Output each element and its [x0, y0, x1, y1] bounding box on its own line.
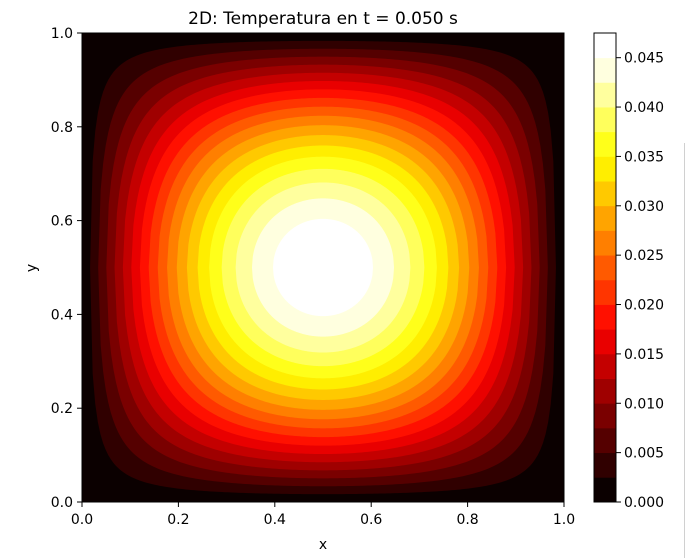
colorbar-segment	[594, 131, 616, 157]
colorbar-segment	[594, 279, 616, 305]
colorbar: 0.000 0.005 0.010 0.015 0.020 0.025 0.030 0.035…	[593, 32, 664, 511]
colorbar-segment	[594, 452, 616, 478]
y-axis-label: y	[24, 264, 40, 272]
colorbar-segment	[594, 353, 616, 379]
x-axis: 0.0 0.2 0.4 0.6 0.8 1.0	[71, 502, 575, 528]
x-axis-label: x	[319, 537, 327, 553]
y-axis: 0.0 0.2 0.4 0.6 0.8 1.0	[51, 26, 82, 511]
chart-title: 2D: Temperatura en t = 0.050 s	[188, 9, 458, 29]
colorbar-segment	[594, 477, 616, 503]
y-tick-label: 0.4	[51, 307, 73, 323]
plot-frame	[81, 32, 565, 503]
colorbar-segment	[594, 427, 616, 454]
colorbar-tick-label: 0.025	[624, 248, 664, 264]
colorbar-frame	[593, 32, 617, 503]
colorbar-segment	[594, 329, 616, 355]
colorbar-segment	[594, 82, 616, 108]
colorbar-segment	[594, 156, 616, 182]
y-tick-label: 0.0	[51, 495, 73, 511]
colorbar-tick-label: 0.005	[624, 446, 664, 462]
x-tick-label: 0.6	[360, 512, 382, 528]
colorbar-segment	[594, 181, 616, 207]
colorbar-segment	[594, 107, 616, 133]
colorbar-tick-label: 0.000	[624, 495, 664, 511]
colorbar-segment	[594, 403, 616, 429]
colorbar-segment	[594, 255, 616, 281]
colorbar-tick-label: 0.015	[624, 347, 664, 363]
y-tick-label: 0.6	[51, 214, 73, 230]
x-tick-label: 0.4	[264, 512, 286, 528]
colorbar-segment	[594, 230, 616, 256]
x-tick-label: 1.0	[553, 512, 575, 528]
colorbar-tick-label: 0.035	[624, 149, 664, 165]
contour-band-18	[273, 218, 373, 317]
colorbar-segment	[594, 57, 616, 83]
y-tick-label: 0.2	[51, 401, 73, 417]
colorbar-tick-label: 0.030	[624, 199, 664, 215]
colorbar-tick-label: 0.045	[624, 51, 664, 67]
x-tick-label: 0.8	[456, 512, 478, 528]
colorbar-segment	[594, 378, 616, 404]
x-tick-label: 0.0	[71, 512, 93, 528]
contour-plot	[82, 33, 564, 502]
y-tick-label: 1.0	[51, 26, 73, 42]
colorbar-tick-label: 0.010	[624, 396, 664, 412]
colorbar-tick-label: 0.040	[624, 100, 664, 116]
y-tick-label: 0.8	[51, 120, 73, 136]
colorbar-segment	[594, 304, 616, 330]
colorbar-segment	[594, 33, 616, 59]
x-tick-label: 0.2	[167, 512, 189, 528]
colorbar-segment	[594, 205, 616, 231]
colorbar-tick-label: 0.020	[624, 298, 664, 314]
